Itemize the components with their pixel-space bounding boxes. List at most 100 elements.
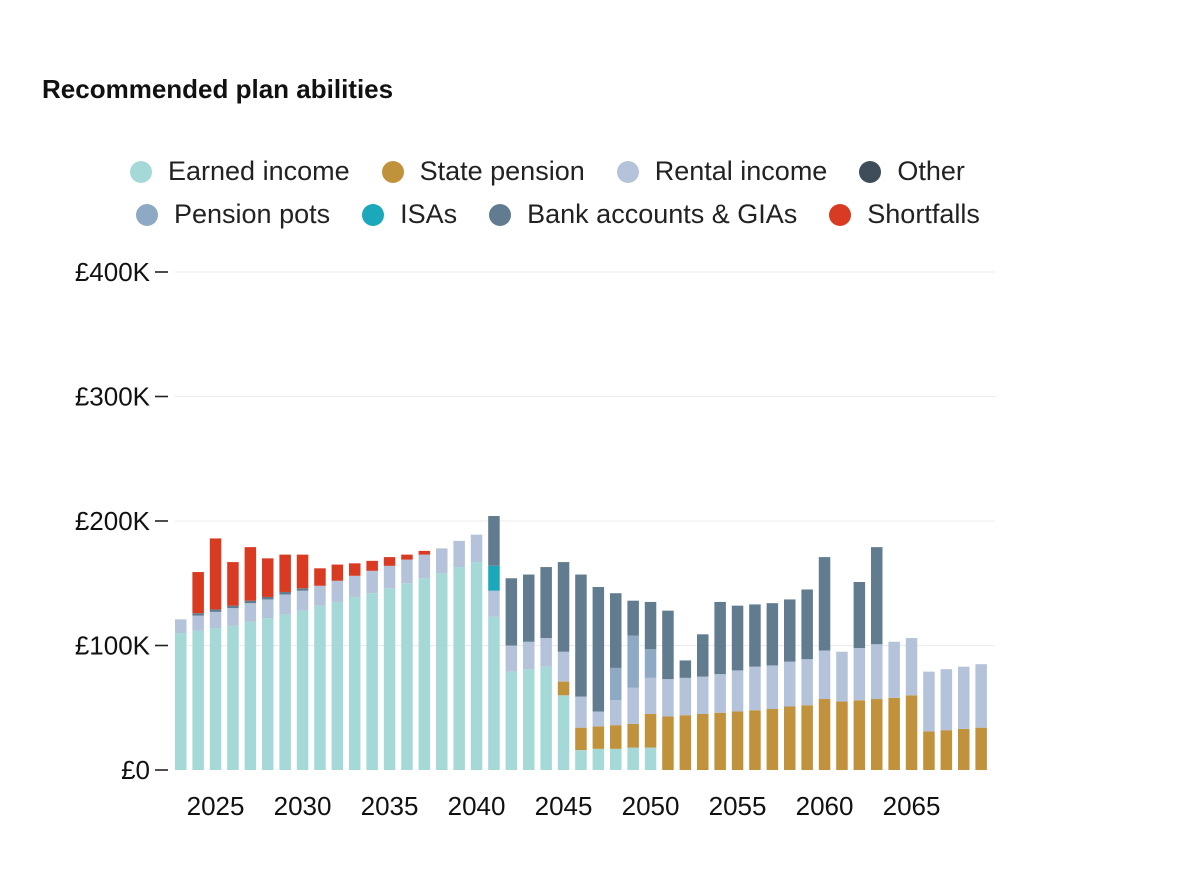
y-tick-label: £100K <box>75 631 151 661</box>
bar-segment-state-2068 <box>958 728 970 770</box>
bar-segment-rental-2027 <box>244 603 257 622</box>
bar-segment-rental-2035 <box>383 565 396 589</box>
bar-segment-shortfall-2026 <box>227 562 239 606</box>
bar-segment-bank-2026 <box>227 605 239 609</box>
bar-segment-bank-2028 <box>262 596 274 600</box>
bar-segment-rental-2038 <box>436 548 448 574</box>
bar-segment-bank-2059 <box>801 589 813 660</box>
bar-segment-state-2055 <box>731 711 744 770</box>
bar-segment-shortfall-2025 <box>209 538 222 610</box>
bar-segment-bank-2050 <box>644 601 657 650</box>
bar-segment-earned-2043 <box>523 669 535 770</box>
bar-segment-earned-2032 <box>331 601 344 770</box>
bar-segment-state-2054 <box>714 712 726 770</box>
bar-segment-rental-2026 <box>227 608 239 626</box>
bar-segment-bank-2053 <box>697 634 709 677</box>
bar-segment-rental-2037 <box>418 554 431 579</box>
legend-item-bank-accounts[interactable]: Bank accounts & GIAs <box>489 199 797 230</box>
bar-segment-state-2051 <box>662 716 674 770</box>
bar-segment-earned-2048 <box>610 748 622 770</box>
legend-dot-icon <box>136 203 158 226</box>
bar-segment-rental-2024 <box>192 615 204 631</box>
bar-segment-earned-2046 <box>575 750 587 770</box>
x-tick-label: 2055 <box>709 791 767 821</box>
bar-segment-bank-2046 <box>575 574 587 697</box>
bar-segment-bank-2051 <box>662 610 674 680</box>
legend-row: Earned income State pension Rental incom… <box>130 150 1010 193</box>
bar-segment-state-2048 <box>610 725 622 749</box>
x-tick-label: 2030 <box>274 791 332 821</box>
bar-segment-bank-2027 <box>244 600 257 604</box>
bar-segment-bank-2048 <box>610 593 622 668</box>
bar-segment-rental-2048 <box>610 700 622 726</box>
bar-segment-pots-2049 <box>627 635 639 688</box>
bar-segment-rental-2052 <box>679 677 692 716</box>
bar-segment-shortfall-2034 <box>366 560 378 571</box>
legend-item-rental-income[interactable]: Rental income <box>616 156 828 187</box>
legend-item-shortfalls[interactable]: Shortfalls <box>829 199 980 230</box>
bar-segment-shortfall-2024 <box>192 572 204 614</box>
legend-dot-icon <box>489 203 512 226</box>
bar-segment-state-2046 <box>575 727 587 751</box>
legend-item-isas[interactable]: ISAs <box>362 199 457 230</box>
bar-segment-earned-2035 <box>383 588 396 770</box>
bar-segment-rental-2069 <box>975 664 987 728</box>
y-tick-label: £0 <box>121 755 150 785</box>
x-tick-label: 2060 <box>796 791 854 821</box>
bar-segment-state-2056 <box>749 710 761 770</box>
bar-segment-state-2069 <box>975 727 987 770</box>
bar-segment-rental-2033 <box>349 575 361 597</box>
y-tick-label: £200K <box>75 506 151 536</box>
bar-segment-shortfall-2036 <box>401 554 413 560</box>
x-tick-label: 2065 <box>883 791 941 821</box>
bar-segment-earned-2039 <box>453 567 465 770</box>
bar-segment-bank-2030 <box>296 588 309 591</box>
bar-segment-earned-2029 <box>279 614 291 770</box>
x-tick-label: 2035 <box>361 791 419 821</box>
legend-dot-icon <box>829 203 852 226</box>
bar-segment-rental-2040 <box>470 534 483 563</box>
legend-item-earned-income[interactable]: Earned income <box>130 156 350 187</box>
bar-segment-earned-2041 <box>488 616 500 770</box>
bar-segment-rental-2050 <box>644 677 657 714</box>
bar-segment-rental-2049 <box>627 687 639 724</box>
bar-segment-earned-2042 <box>505 671 518 770</box>
bar-segment-rental-2023 <box>175 619 187 634</box>
bar-segment-rental-2030 <box>296 590 309 611</box>
legend-label: Earned income <box>168 156 350 186</box>
bar-segment-rental-2055 <box>731 670 744 712</box>
y-tick-label: £400K <box>75 257 151 287</box>
bar-segment-isa-2041 <box>488 565 500 591</box>
bar-segment-rental-2025 <box>209 611 222 629</box>
bar-segment-earned-2036 <box>401 583 413 770</box>
bar-segment-rental-2066 <box>923 671 935 732</box>
bar-segment-rental-2028 <box>262 599 274 619</box>
bar-segment-shortfall-2037 <box>418 550 431 555</box>
bar-segment-state-2058 <box>784 706 796 770</box>
bar-segment-rental-2045 <box>557 651 570 682</box>
bar-segment-bank-2029 <box>279 591 291 595</box>
legend-item-pension-pots[interactable]: Pension pots <box>136 199 330 230</box>
legend-dot-icon <box>130 160 152 183</box>
bar-segment-rental-2060 <box>818 650 831 700</box>
legend-item-state-pension[interactable]: State pension <box>381 156 585 187</box>
legend-item-other[interactable]: Other <box>859 156 965 187</box>
bar-segment-state-2064 <box>888 697 900 770</box>
x-tick-label: 2045 <box>535 791 593 821</box>
bar-segment-rental-2042 <box>505 645 518 672</box>
bar-segment-earned-2025 <box>209 628 222 770</box>
bar-segment-bank-2063 <box>871 547 883 645</box>
bar-segment-rental-2058 <box>784 661 796 707</box>
bar-segment-earned-2031 <box>314 605 326 770</box>
legend-label: Rental income <box>654 156 828 186</box>
bar-segment-rental-2032 <box>331 580 344 602</box>
bar-segment-state-2053 <box>697 713 709 770</box>
bar-segment-earned-2040 <box>470 562 483 770</box>
bar-segment-bank-2052 <box>679 660 692 678</box>
bar-segment-earned-2027 <box>244 621 257 770</box>
bar-segment-shortfall-2030 <box>296 554 309 589</box>
bar-segment-shortfall-2029 <box>279 554 291 592</box>
bar-segment-earned-2047 <box>592 748 605 770</box>
bar-segment-rental-2043 <box>523 641 535 670</box>
bar-segment-earned-2038 <box>436 573 448 770</box>
